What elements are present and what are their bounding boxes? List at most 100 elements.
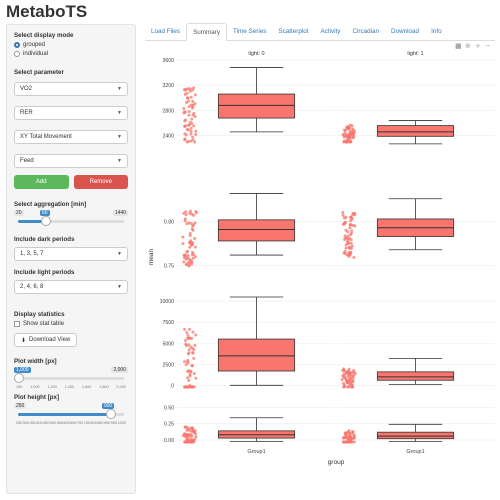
minus-icon[interactable]: − xyxy=(485,42,491,50)
tab-info[interactable]: Info xyxy=(431,28,442,35)
plot-height-min: 250 xyxy=(14,403,27,409)
plus-icon[interactable]: + xyxy=(475,42,481,50)
aggregation-min: 20 xyxy=(14,210,24,216)
slider-tick: 1,600 xyxy=(81,385,92,389)
jitter-point xyxy=(351,430,355,434)
jitter-point xyxy=(342,372,346,376)
plot-width-slider[interactable]: 1,000 2,000 xyxy=(14,367,128,385)
radio-dot-icon[interactable] xyxy=(14,42,20,48)
slider-tick: 2,000 xyxy=(116,385,126,389)
slider-tick: 750 xyxy=(83,421,90,425)
jitter-point xyxy=(189,385,193,389)
light-periods-select[interactable]: 2, 4, 6, 8 ▼ xyxy=(14,280,128,294)
jitter-point xyxy=(189,243,193,247)
jitter-point xyxy=(187,261,191,265)
slider-tick: 1,400 xyxy=(64,385,75,389)
y-tick-label: 2500 xyxy=(162,362,174,368)
jitter-point xyxy=(350,244,354,248)
slider-tick: 400 xyxy=(36,421,43,425)
checkbox-icon[interactable] xyxy=(14,321,20,327)
tab-time-series[interactable]: Time Series xyxy=(233,28,267,35)
slider-tick: 1000 xyxy=(117,421,126,425)
jitter-point xyxy=(347,429,351,433)
jitter-point xyxy=(191,428,195,432)
jitter-point xyxy=(181,242,185,246)
jitter-point xyxy=(183,132,187,136)
slider-handle[interactable] xyxy=(14,373,24,383)
jitter-point xyxy=(349,238,353,242)
slider-fill xyxy=(18,220,46,223)
jitter-point xyxy=(189,126,193,130)
box xyxy=(376,431,455,440)
jitter-point xyxy=(349,223,353,227)
slider-tick: 1,800 xyxy=(99,385,109,389)
radio-grouped[interactable]: grouped xyxy=(14,42,128,48)
tab-activity[interactable]: Activity xyxy=(320,28,341,35)
box xyxy=(217,93,296,119)
parameter-select-3[interactable]: XY Total Movement ▼ xyxy=(14,130,128,144)
jitter-point xyxy=(352,436,356,440)
slider-tick: 650 xyxy=(70,421,77,425)
zoom-icon[interactable]: ⊕ xyxy=(465,42,471,50)
jitter-point xyxy=(348,382,352,386)
stat-table-checkbox[interactable]: Show stat table xyxy=(14,321,128,327)
jitter-point xyxy=(187,221,191,225)
slider-handle[interactable] xyxy=(106,409,117,419)
slider-tick: 800 xyxy=(90,421,97,425)
plot-width-value: 1,000 xyxy=(14,367,31,373)
remove-button[interactable]: Remove xyxy=(73,175,128,189)
jitter-point xyxy=(348,437,352,441)
jitter-point xyxy=(194,333,198,337)
jitter-point xyxy=(341,213,345,217)
jitter-point xyxy=(193,140,197,144)
jitter-point xyxy=(349,233,353,237)
dark-periods-label: Include dark periods xyxy=(14,236,75,243)
aggregation-slider[interactable]: 20 60 1440 xyxy=(14,210,128,228)
jitter-point xyxy=(348,439,352,443)
tab-circadian[interactable]: Circadian xyxy=(352,28,380,35)
jitter-point xyxy=(346,234,350,238)
slider-tick: 300 xyxy=(22,421,30,425)
tab-download[interactable]: Download xyxy=(391,28,420,35)
plot-height-slider[interactable]: 250 900 xyxy=(14,403,128,421)
jitter-point xyxy=(182,107,186,111)
jitter-point xyxy=(182,256,186,260)
jitter-point xyxy=(346,230,350,234)
parameter-select-1[interactable]: VO2 ▼ xyxy=(14,82,128,96)
y-axis-title: mean xyxy=(148,248,155,265)
jitter-point xyxy=(350,124,354,128)
jitter-point xyxy=(342,369,346,373)
parameter-select-2[interactable]: RER ▼ xyxy=(14,106,128,120)
jitter-point xyxy=(185,331,189,335)
tab-scatterplot[interactable]: Scatterplot xyxy=(278,28,309,35)
plot-width-label: Plot width [px] xyxy=(14,358,57,365)
jitter-point xyxy=(187,351,191,355)
light-periods-label: Include light periods xyxy=(14,269,75,276)
jitter-point xyxy=(193,255,197,259)
jitter-point xyxy=(189,129,193,133)
jitter-point xyxy=(189,259,193,263)
tab-load-files[interactable]: Load Files xyxy=(151,28,181,35)
radio-individual[interactable]: individual xyxy=(14,51,128,57)
jitter-point xyxy=(189,437,193,441)
download-view-button[interactable]: ⬇ Download View xyxy=(14,333,78,347)
slider-handle[interactable] xyxy=(41,216,51,226)
jitter-point xyxy=(344,140,348,144)
jitter-point xyxy=(343,131,347,135)
radio-dot-icon[interactable] xyxy=(14,51,20,57)
jitter-point xyxy=(194,376,198,380)
slider-track[interactable] xyxy=(18,220,124,223)
jitter-point xyxy=(346,434,350,438)
camera-icon[interactable]: ■ xyxy=(455,42,462,50)
slider-track[interactable] xyxy=(18,377,124,380)
jitter-point xyxy=(184,118,188,122)
jitter-point xyxy=(192,348,196,352)
parameter-select-4[interactable]: Feed ▼ xyxy=(14,154,128,168)
jitter-point xyxy=(185,433,189,437)
add-button[interactable]: Add xyxy=(14,175,69,189)
dark-periods-select[interactable]: 1, 3, 5, 7 ▼ xyxy=(14,247,128,261)
display-mode-label: Select display mode xyxy=(14,32,74,39)
jitter-point xyxy=(183,137,187,141)
y-tick-label: 0 xyxy=(171,383,174,389)
tab-summary[interactable]: Summary xyxy=(186,23,228,41)
